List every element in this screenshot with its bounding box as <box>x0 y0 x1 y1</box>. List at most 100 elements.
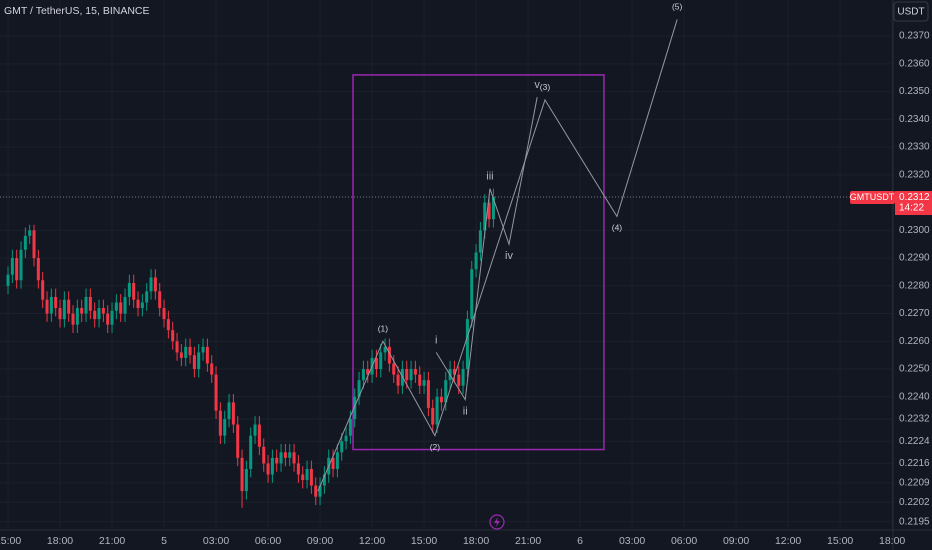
candle-body <box>279 452 283 464</box>
wave-label: iv <box>505 250 513 262</box>
candle-body <box>409 369 413 381</box>
candle-body <box>110 310 114 325</box>
candle-body <box>19 249 23 281</box>
candle-body <box>188 346 192 356</box>
y-tick-label: 0.2240 <box>899 391 930 402</box>
candle-body <box>249 435 253 469</box>
countdown-label: 14:22 <box>899 203 924 214</box>
candle-body <box>444 380 448 403</box>
y-tick-label: 0.2195 <box>899 516 930 527</box>
candle-body <box>301 474 305 481</box>
candle-body <box>184 346 188 358</box>
candle-body <box>353 396 357 420</box>
y-tick-label: 0.2340 <box>899 114 930 125</box>
y-tick-label: 0.2260 <box>899 336 930 347</box>
candle-body <box>257 424 261 447</box>
candle-body <box>470 269 474 320</box>
candle-body <box>192 355 196 370</box>
candle-body <box>244 468 248 492</box>
candle-body <box>361 369 365 381</box>
candle-body <box>405 369 409 381</box>
wave-label: (1) <box>378 324 389 334</box>
candle-body <box>218 410 222 436</box>
candle-body <box>97 308 101 320</box>
wave-label: (5) <box>672 2 683 12</box>
candle-body <box>158 291 162 309</box>
candle-body <box>119 302 123 314</box>
candle-body <box>240 457 244 492</box>
candle-body <box>75 308 79 325</box>
candle-body <box>54 296 58 309</box>
candle-body <box>452 369 456 375</box>
candle-body <box>270 457 274 475</box>
chart-title: GMT / TetherUS, 15, BINANCE <box>4 5 150 17</box>
x-tick-label: 03:00 <box>203 535 229 547</box>
candle-body <box>32 230 36 259</box>
candle-body <box>335 452 339 469</box>
candle-body <box>106 313 110 325</box>
events-icon[interactable] <box>489 514 505 530</box>
x-tick-label: 18:00 <box>47 535 73 547</box>
x-tick-label: 06:00 <box>671 535 697 547</box>
plot-area <box>6 19 678 508</box>
candle-body <box>153 277 157 292</box>
candle-body <box>266 463 270 475</box>
candle-body <box>231 402 235 425</box>
events-bolt <box>494 517 500 527</box>
candle-body <box>292 452 296 464</box>
candle-body <box>262 446 266 464</box>
y-tick-label: 0.2280 <box>899 280 930 291</box>
candle-body <box>275 457 279 464</box>
candle-body <box>84 296 88 314</box>
candle-body <box>132 283 136 300</box>
candle-body <box>487 202 491 220</box>
candle-body <box>205 346 209 364</box>
y-tick-label: 0.2224 <box>899 436 930 447</box>
y-tick-label: 0.2202 <box>899 497 930 508</box>
y-tick-label: 0.2320 <box>899 169 930 180</box>
x-tick-label: 03:00 <box>619 535 645 547</box>
candle-body <box>374 357 378 370</box>
x-tick-label: 12:00 <box>359 535 385 547</box>
y-tick-label: 0.2370 <box>899 31 930 42</box>
currency-button[interactable] <box>893 1 929 22</box>
x-tick-label: 09:00 <box>307 535 333 547</box>
candle-body <box>461 369 465 386</box>
candle-body <box>93 310 97 320</box>
candle-body <box>288 452 292 458</box>
candle-body <box>474 252 478 270</box>
candle-body <box>253 424 257 436</box>
candle-body <box>175 341 179 353</box>
wave-label: i <box>435 334 437 346</box>
candle-body <box>422 380 426 386</box>
x-tick-label: 18:00 <box>463 535 489 547</box>
candle-body <box>314 485 318 497</box>
candle-body <box>340 441 344 453</box>
wave-label: (4) <box>612 223 623 233</box>
currency-label[interactable]: USDT <box>897 7 924 18</box>
wave-label: (3) <box>540 82 551 92</box>
y-tick-label: 0.2209 <box>899 477 930 488</box>
x-tick-label: 12:00 <box>775 535 801 547</box>
x-tick-label: 18:00 <box>879 535 905 547</box>
wave-line <box>435 97 538 402</box>
y-tick-label: 0.2290 <box>899 253 930 264</box>
candle-body <box>41 280 45 300</box>
candle-body <box>435 396 439 425</box>
candle-body <box>62 299 66 320</box>
candle-body <box>296 463 300 475</box>
candle-body <box>80 308 84 314</box>
wave-label: (2) <box>430 442 441 452</box>
candle-body <box>171 330 175 342</box>
candle-body <box>49 296 53 314</box>
candle-body <box>140 302 144 309</box>
candle-body <box>28 230 32 236</box>
symbol-label: GMTUSDT <box>850 192 895 202</box>
candle-body <box>483 202 487 231</box>
x-tick-label: 21:00 <box>99 535 125 547</box>
candle-body <box>318 485 322 497</box>
candle-body <box>357 380 361 397</box>
